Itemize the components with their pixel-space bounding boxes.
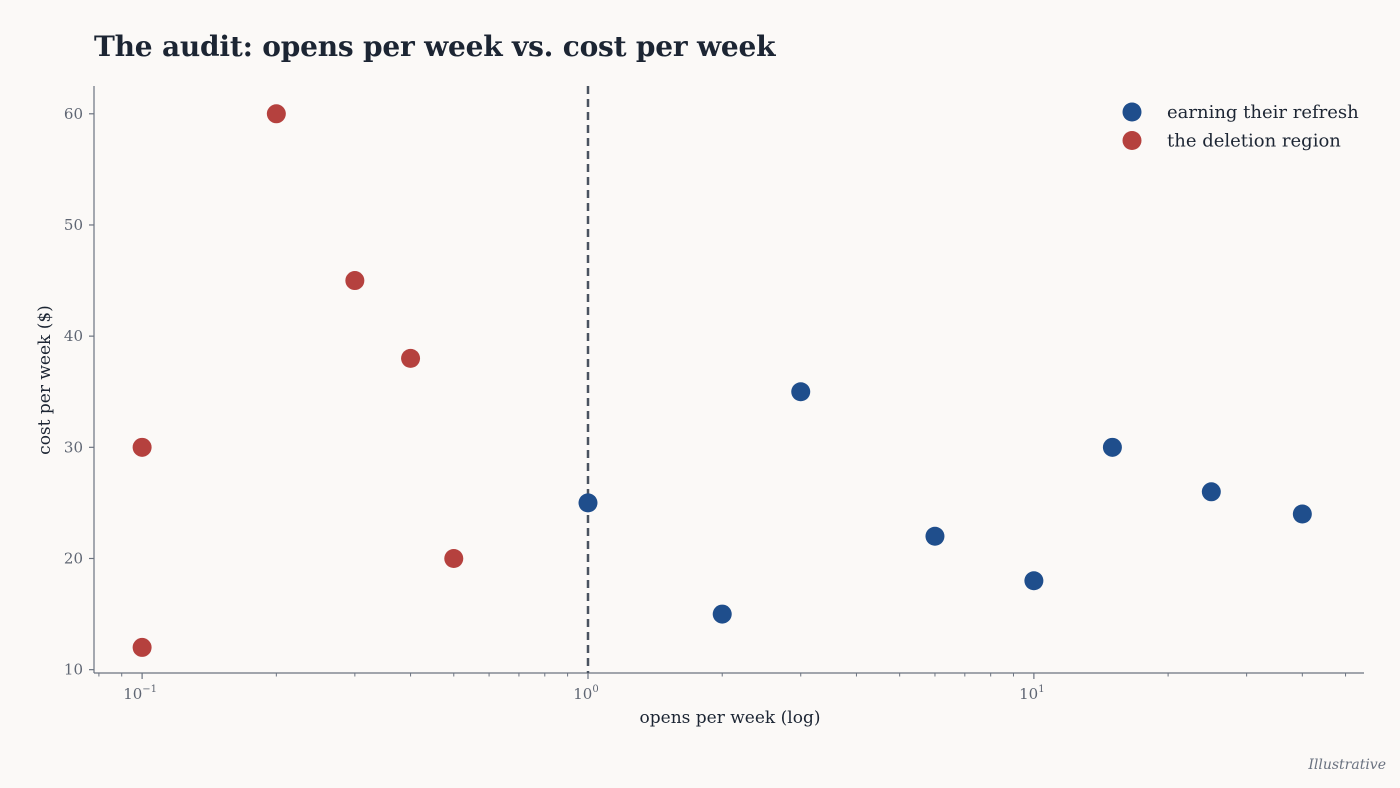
x-tick-label: 100 bbox=[573, 684, 598, 703]
chart-title: The audit: opens per week vs. cost per w… bbox=[94, 30, 776, 63]
data-point bbox=[925, 526, 945, 546]
data-point bbox=[1201, 482, 1221, 502]
data-point bbox=[791, 382, 811, 402]
data-point bbox=[1292, 504, 1312, 524]
data-point bbox=[712, 604, 732, 624]
y-tick-label: 20 bbox=[64, 549, 83, 567]
axes: 10 20 30 40 50 60 10−1 100 101 bbox=[64, 86, 1364, 703]
data-point bbox=[578, 493, 598, 513]
y-tick-label: 40 bbox=[64, 327, 83, 345]
footnote: Illustrative bbox=[1308, 757, 1386, 773]
x-tick-label: 101 bbox=[1019, 684, 1044, 703]
data-point bbox=[444, 548, 464, 568]
y-tick-label: 50 bbox=[64, 216, 83, 234]
data-point bbox=[132, 637, 152, 657]
series-earning bbox=[578, 382, 1312, 624]
data-point bbox=[266, 104, 286, 124]
data-point bbox=[401, 348, 421, 368]
legend-marker bbox=[1122, 102, 1142, 122]
data-point bbox=[132, 437, 152, 457]
legend-marker bbox=[1122, 131, 1142, 150]
data-point bbox=[1024, 571, 1044, 591]
data-point bbox=[1102, 437, 1122, 457]
legend-label: earning their refresh bbox=[1167, 102, 1359, 123]
legend-label: the deletion region bbox=[1167, 131, 1341, 152]
data-point bbox=[345, 271, 365, 291]
series-deletion bbox=[132, 104, 464, 657]
x-tick-label: 10−1 bbox=[123, 684, 157, 703]
data-points bbox=[132, 104, 1312, 657]
y-axis-label: cost per week ($) bbox=[35, 305, 55, 455]
legend: earning their refresh the deletion region bbox=[1122, 102, 1359, 152]
y-tick-label: 60 bbox=[64, 105, 83, 123]
y-tick-label: 10 bbox=[64, 661, 83, 679]
x-axis-label: opens per week (log) bbox=[640, 708, 821, 728]
y-tick-label: 30 bbox=[64, 438, 83, 456]
